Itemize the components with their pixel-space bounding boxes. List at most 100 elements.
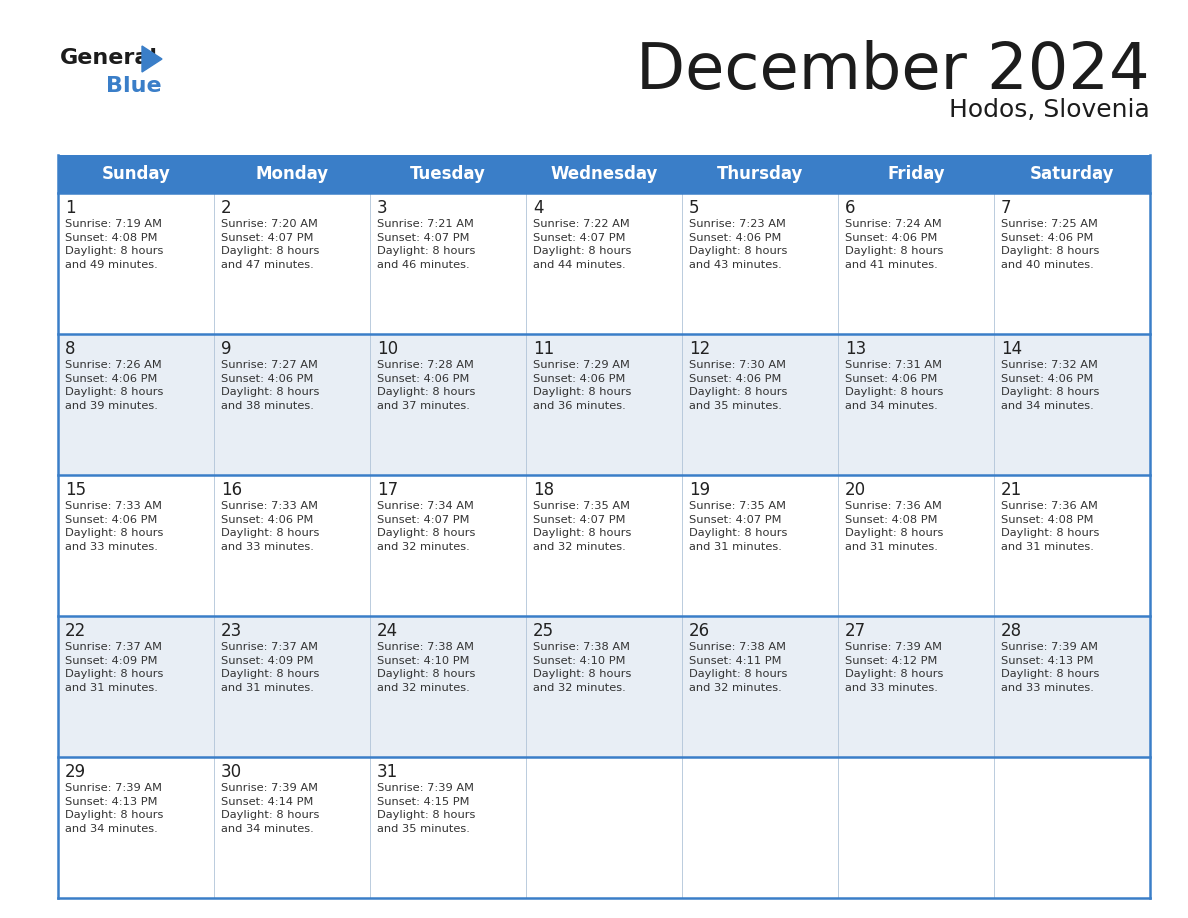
Text: 21: 21 <box>1001 481 1022 499</box>
Text: 7: 7 <box>1001 199 1011 217</box>
Text: 5: 5 <box>689 199 700 217</box>
Bar <box>58 616 214 757</box>
Text: Sunrise: 7:39 AM
Sunset: 4:15 PM
Daylight: 8 hours
and 35 minutes.: Sunrise: 7:39 AM Sunset: 4:15 PM Dayligh… <box>377 783 475 834</box>
Bar <box>526 757 682 898</box>
Bar <box>214 757 369 898</box>
Text: Sunrise: 7:39 AM
Sunset: 4:13 PM
Daylight: 8 hours
and 34 minutes.: Sunrise: 7:39 AM Sunset: 4:13 PM Dayligh… <box>65 783 164 834</box>
Text: 31: 31 <box>377 763 398 781</box>
Text: 23: 23 <box>221 622 242 640</box>
Text: Sunrise: 7:33 AM
Sunset: 4:06 PM
Daylight: 8 hours
and 33 minutes.: Sunrise: 7:33 AM Sunset: 4:06 PM Dayligh… <box>221 501 320 552</box>
Text: Sunrise: 7:36 AM
Sunset: 4:08 PM
Daylight: 8 hours
and 31 minutes.: Sunrise: 7:36 AM Sunset: 4:08 PM Dayligh… <box>1001 501 1099 552</box>
Text: 20: 20 <box>845 481 866 499</box>
Text: 27: 27 <box>845 622 866 640</box>
Text: Sunrise: 7:21 AM
Sunset: 4:07 PM
Daylight: 8 hours
and 46 minutes.: Sunrise: 7:21 AM Sunset: 4:07 PM Dayligh… <box>377 219 475 270</box>
Bar <box>369 616 526 757</box>
Text: 28: 28 <box>1001 622 1022 640</box>
Text: 11: 11 <box>533 340 555 358</box>
Bar <box>682 334 838 475</box>
Text: 15: 15 <box>65 481 86 499</box>
Text: 16: 16 <box>221 481 242 499</box>
Text: 26: 26 <box>689 622 710 640</box>
Bar <box>838 616 994 757</box>
Text: Sunrise: 7:37 AM
Sunset: 4:09 PM
Daylight: 8 hours
and 31 minutes.: Sunrise: 7:37 AM Sunset: 4:09 PM Dayligh… <box>65 642 164 693</box>
Text: 18: 18 <box>533 481 554 499</box>
Text: Saturday: Saturday <box>1030 165 1114 183</box>
Bar <box>838 475 994 616</box>
Bar <box>526 475 682 616</box>
Text: Sunrise: 7:24 AM
Sunset: 4:06 PM
Daylight: 8 hours
and 41 minutes.: Sunrise: 7:24 AM Sunset: 4:06 PM Dayligh… <box>845 219 943 270</box>
Bar <box>369 334 526 475</box>
Text: Sunrise: 7:30 AM
Sunset: 4:06 PM
Daylight: 8 hours
and 35 minutes.: Sunrise: 7:30 AM Sunset: 4:06 PM Dayligh… <box>689 360 788 410</box>
Text: Sunrise: 7:20 AM
Sunset: 4:07 PM
Daylight: 8 hours
and 47 minutes.: Sunrise: 7:20 AM Sunset: 4:07 PM Dayligh… <box>221 219 320 270</box>
Bar <box>994 475 1150 616</box>
Text: Hodos, Slovenia: Hodos, Slovenia <box>949 98 1150 122</box>
Text: 22: 22 <box>65 622 87 640</box>
Text: 25: 25 <box>533 622 554 640</box>
Text: Sunrise: 7:32 AM
Sunset: 4:06 PM
Daylight: 8 hours
and 34 minutes.: Sunrise: 7:32 AM Sunset: 4:06 PM Dayligh… <box>1001 360 1099 410</box>
Text: 13: 13 <box>845 340 866 358</box>
Text: Sunrise: 7:33 AM
Sunset: 4:06 PM
Daylight: 8 hours
and 33 minutes.: Sunrise: 7:33 AM Sunset: 4:06 PM Dayligh… <box>65 501 164 552</box>
Bar <box>526 616 682 757</box>
Text: 2: 2 <box>221 199 232 217</box>
Bar <box>526 334 682 475</box>
Text: Sunrise: 7:35 AM
Sunset: 4:07 PM
Daylight: 8 hours
and 31 minutes.: Sunrise: 7:35 AM Sunset: 4:07 PM Dayligh… <box>689 501 788 552</box>
Text: Sunrise: 7:31 AM
Sunset: 4:06 PM
Daylight: 8 hours
and 34 minutes.: Sunrise: 7:31 AM Sunset: 4:06 PM Dayligh… <box>845 360 943 410</box>
Text: Sunrise: 7:19 AM
Sunset: 4:08 PM
Daylight: 8 hours
and 49 minutes.: Sunrise: 7:19 AM Sunset: 4:08 PM Dayligh… <box>65 219 164 270</box>
Bar <box>58 155 1150 193</box>
Bar <box>994 616 1150 757</box>
Text: Sunrise: 7:22 AM
Sunset: 4:07 PM
Daylight: 8 hours
and 44 minutes.: Sunrise: 7:22 AM Sunset: 4:07 PM Dayligh… <box>533 219 631 270</box>
Text: December 2024: December 2024 <box>637 40 1150 102</box>
Bar <box>682 616 838 757</box>
Bar <box>369 475 526 616</box>
Text: Friday: Friday <box>887 165 944 183</box>
Text: 30: 30 <box>221 763 242 781</box>
Text: Sunrise: 7:36 AM
Sunset: 4:08 PM
Daylight: 8 hours
and 31 minutes.: Sunrise: 7:36 AM Sunset: 4:08 PM Dayligh… <box>845 501 943 552</box>
Bar <box>58 475 214 616</box>
Bar <box>526 193 682 334</box>
Text: Sunrise: 7:39 AM
Sunset: 4:12 PM
Daylight: 8 hours
and 33 minutes.: Sunrise: 7:39 AM Sunset: 4:12 PM Dayligh… <box>845 642 943 693</box>
Bar <box>369 193 526 334</box>
Bar <box>682 757 838 898</box>
Text: Monday: Monday <box>255 165 329 183</box>
Text: 10: 10 <box>377 340 398 358</box>
Bar <box>682 475 838 616</box>
Text: 4: 4 <box>533 199 543 217</box>
Text: Sunrise: 7:28 AM
Sunset: 4:06 PM
Daylight: 8 hours
and 37 minutes.: Sunrise: 7:28 AM Sunset: 4:06 PM Dayligh… <box>377 360 475 410</box>
Text: Blue: Blue <box>106 76 162 96</box>
Bar <box>214 334 369 475</box>
Text: Sunrise: 7:39 AM
Sunset: 4:13 PM
Daylight: 8 hours
and 33 minutes.: Sunrise: 7:39 AM Sunset: 4:13 PM Dayligh… <box>1001 642 1099 693</box>
Text: 24: 24 <box>377 622 398 640</box>
Bar <box>994 193 1150 334</box>
Text: Sunrise: 7:26 AM
Sunset: 4:06 PM
Daylight: 8 hours
and 39 minutes.: Sunrise: 7:26 AM Sunset: 4:06 PM Dayligh… <box>65 360 164 410</box>
Bar <box>838 757 994 898</box>
Text: Sunrise: 7:38 AM
Sunset: 4:10 PM
Daylight: 8 hours
and 32 minutes.: Sunrise: 7:38 AM Sunset: 4:10 PM Dayligh… <box>377 642 475 693</box>
Bar <box>214 193 369 334</box>
Text: Sunrise: 7:38 AM
Sunset: 4:10 PM
Daylight: 8 hours
and 32 minutes.: Sunrise: 7:38 AM Sunset: 4:10 PM Dayligh… <box>533 642 631 693</box>
Bar <box>838 334 994 475</box>
Bar <box>58 193 214 334</box>
Text: Sunrise: 7:27 AM
Sunset: 4:06 PM
Daylight: 8 hours
and 38 minutes.: Sunrise: 7:27 AM Sunset: 4:06 PM Dayligh… <box>221 360 320 410</box>
Text: Sunrise: 7:38 AM
Sunset: 4:11 PM
Daylight: 8 hours
and 32 minutes.: Sunrise: 7:38 AM Sunset: 4:11 PM Dayligh… <box>689 642 788 693</box>
Bar <box>994 334 1150 475</box>
Text: Sunrise: 7:35 AM
Sunset: 4:07 PM
Daylight: 8 hours
and 32 minutes.: Sunrise: 7:35 AM Sunset: 4:07 PM Dayligh… <box>533 501 631 552</box>
Text: 12: 12 <box>689 340 710 358</box>
Bar <box>369 757 526 898</box>
Bar <box>58 757 214 898</box>
Text: 6: 6 <box>845 199 855 217</box>
Text: 1: 1 <box>65 199 76 217</box>
Text: Sunrise: 7:34 AM
Sunset: 4:07 PM
Daylight: 8 hours
and 32 minutes.: Sunrise: 7:34 AM Sunset: 4:07 PM Dayligh… <box>377 501 475 552</box>
Bar <box>838 193 994 334</box>
Text: 19: 19 <box>689 481 710 499</box>
Bar <box>682 193 838 334</box>
Text: 29: 29 <box>65 763 86 781</box>
Bar <box>214 616 369 757</box>
Text: 14: 14 <box>1001 340 1022 358</box>
Text: Sunrise: 7:25 AM
Sunset: 4:06 PM
Daylight: 8 hours
and 40 minutes.: Sunrise: 7:25 AM Sunset: 4:06 PM Dayligh… <box>1001 219 1099 270</box>
Text: 3: 3 <box>377 199 387 217</box>
Text: Sunrise: 7:29 AM
Sunset: 4:06 PM
Daylight: 8 hours
and 36 minutes.: Sunrise: 7:29 AM Sunset: 4:06 PM Dayligh… <box>533 360 631 410</box>
Text: 17: 17 <box>377 481 398 499</box>
Text: Thursday: Thursday <box>716 165 803 183</box>
Text: Sunrise: 7:39 AM
Sunset: 4:14 PM
Daylight: 8 hours
and 34 minutes.: Sunrise: 7:39 AM Sunset: 4:14 PM Dayligh… <box>221 783 320 834</box>
Text: Wednesday: Wednesday <box>550 165 658 183</box>
Text: Sunrise: 7:37 AM
Sunset: 4:09 PM
Daylight: 8 hours
and 31 minutes.: Sunrise: 7:37 AM Sunset: 4:09 PM Dayligh… <box>221 642 320 693</box>
